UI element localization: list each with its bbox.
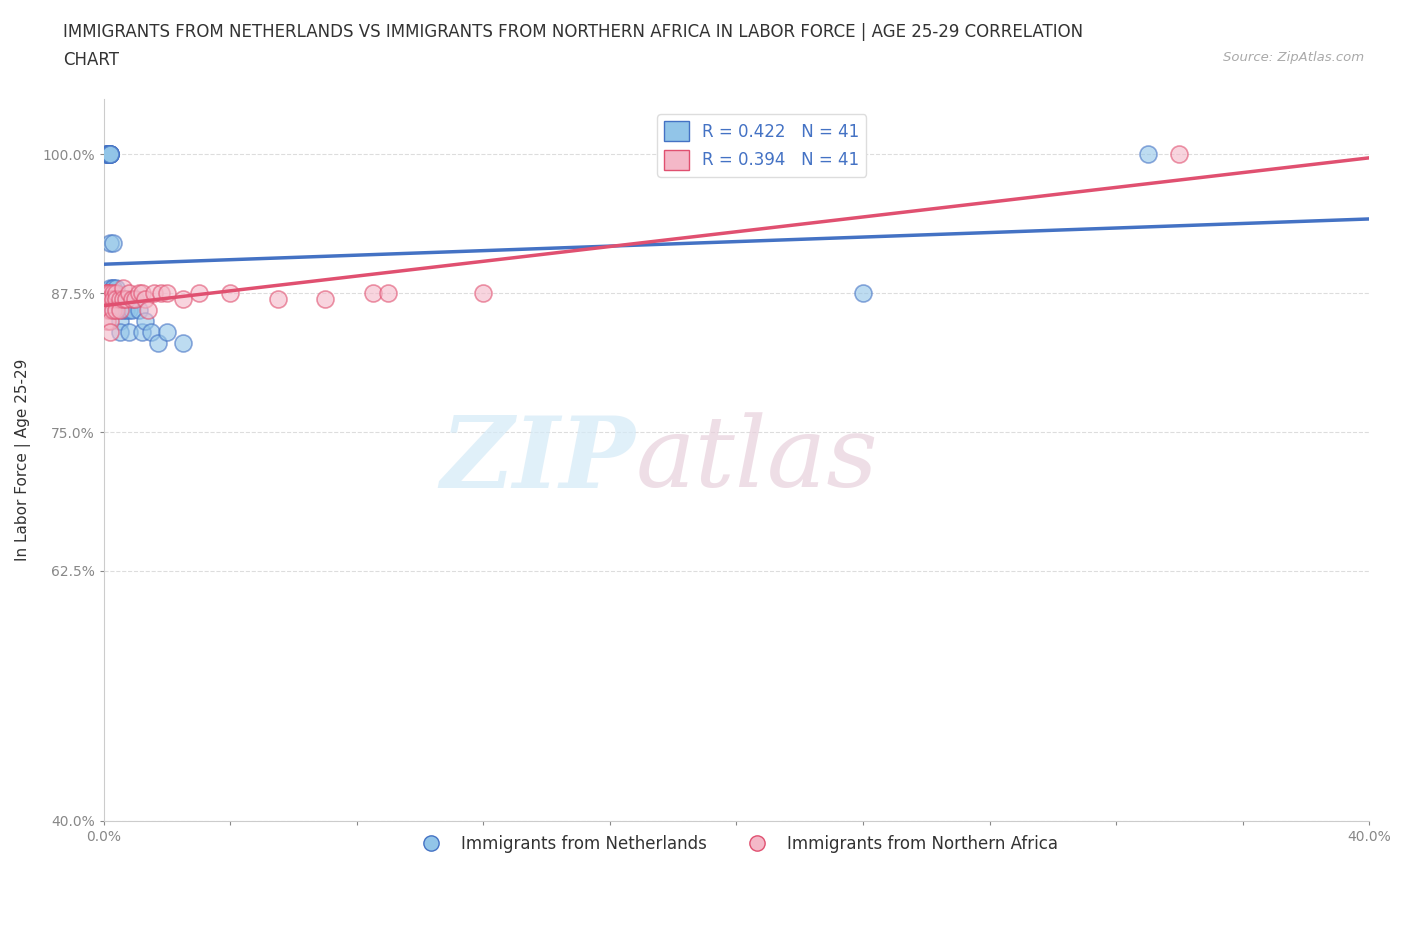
Point bbox=[134, 313, 156, 328]
Point bbox=[187, 286, 209, 300]
Y-axis label: In Labor Force | Age 25-29: In Labor Force | Age 25-29 bbox=[15, 359, 31, 561]
Point bbox=[98, 147, 121, 162]
Point bbox=[103, 286, 125, 300]
Point bbox=[118, 325, 141, 339]
Point bbox=[96, 147, 118, 162]
Point bbox=[98, 291, 121, 306]
Point bbox=[121, 291, 143, 306]
Point bbox=[98, 235, 121, 250]
Point bbox=[143, 286, 166, 300]
Point bbox=[103, 280, 125, 295]
Point bbox=[96, 291, 118, 306]
Point bbox=[96, 286, 118, 300]
Point bbox=[134, 291, 156, 306]
Point bbox=[146, 336, 169, 351]
Point bbox=[96, 286, 118, 300]
Text: CHART: CHART bbox=[63, 51, 120, 69]
Point bbox=[115, 291, 138, 306]
Point bbox=[172, 291, 194, 306]
Point bbox=[98, 302, 121, 317]
Point bbox=[108, 302, 131, 317]
Point bbox=[108, 291, 131, 306]
Point bbox=[98, 286, 121, 300]
Text: ZIP: ZIP bbox=[440, 412, 636, 508]
Point bbox=[128, 286, 150, 300]
Point bbox=[96, 313, 118, 328]
Point bbox=[118, 286, 141, 300]
Point bbox=[103, 291, 125, 306]
Point bbox=[96, 147, 118, 162]
Point bbox=[111, 291, 134, 306]
Point bbox=[108, 291, 131, 306]
Point bbox=[103, 235, 125, 250]
Point bbox=[128, 302, 150, 317]
Point bbox=[98, 313, 121, 328]
Point bbox=[115, 302, 138, 317]
Point bbox=[98, 325, 121, 339]
Point bbox=[98, 147, 121, 162]
Point bbox=[111, 291, 134, 306]
Point bbox=[156, 325, 179, 339]
Point bbox=[98, 147, 121, 162]
Point bbox=[1136, 147, 1159, 162]
Text: atlas: atlas bbox=[636, 412, 877, 508]
Point bbox=[98, 147, 121, 162]
Point bbox=[105, 302, 128, 317]
Point bbox=[219, 286, 242, 300]
Point bbox=[98, 280, 121, 295]
Point bbox=[105, 286, 128, 300]
Point bbox=[103, 302, 125, 317]
Legend: Immigrants from Netherlands, Immigrants from Northern Africa: Immigrants from Netherlands, Immigrants … bbox=[408, 829, 1064, 859]
Point bbox=[108, 313, 131, 328]
Text: Source: ZipAtlas.com: Source: ZipAtlas.com bbox=[1223, 51, 1364, 64]
Point bbox=[149, 286, 172, 300]
Point bbox=[136, 302, 159, 317]
Point bbox=[98, 147, 121, 162]
Point bbox=[472, 286, 495, 300]
Point bbox=[103, 291, 125, 306]
Point bbox=[156, 286, 179, 300]
Point bbox=[118, 302, 141, 317]
Point bbox=[1168, 147, 1191, 162]
Point bbox=[96, 147, 118, 162]
Point bbox=[98, 147, 121, 162]
Point bbox=[105, 280, 128, 295]
Point bbox=[111, 280, 134, 295]
Point bbox=[124, 291, 146, 306]
Point bbox=[105, 291, 128, 306]
Point bbox=[108, 325, 131, 339]
Point bbox=[115, 291, 138, 306]
Point bbox=[361, 286, 384, 300]
Point bbox=[852, 286, 875, 300]
Text: IMMIGRANTS FROM NETHERLANDS VS IMMIGRANTS FROM NORTHERN AFRICA IN LABOR FORCE | : IMMIGRANTS FROM NETHERLANDS VS IMMIGRANT… bbox=[63, 23, 1084, 41]
Point bbox=[105, 302, 128, 317]
Point bbox=[96, 147, 118, 162]
Point bbox=[103, 302, 125, 317]
Point bbox=[108, 302, 131, 317]
Point bbox=[96, 147, 118, 162]
Point bbox=[111, 302, 134, 317]
Point bbox=[96, 302, 118, 317]
Point bbox=[131, 325, 153, 339]
Point bbox=[103, 280, 125, 295]
Point bbox=[377, 286, 399, 300]
Point bbox=[124, 291, 146, 306]
Point bbox=[314, 291, 336, 306]
Point bbox=[96, 286, 118, 300]
Point bbox=[172, 336, 194, 351]
Point bbox=[121, 302, 143, 317]
Point bbox=[131, 286, 153, 300]
Point bbox=[141, 325, 163, 339]
Point bbox=[267, 291, 290, 306]
